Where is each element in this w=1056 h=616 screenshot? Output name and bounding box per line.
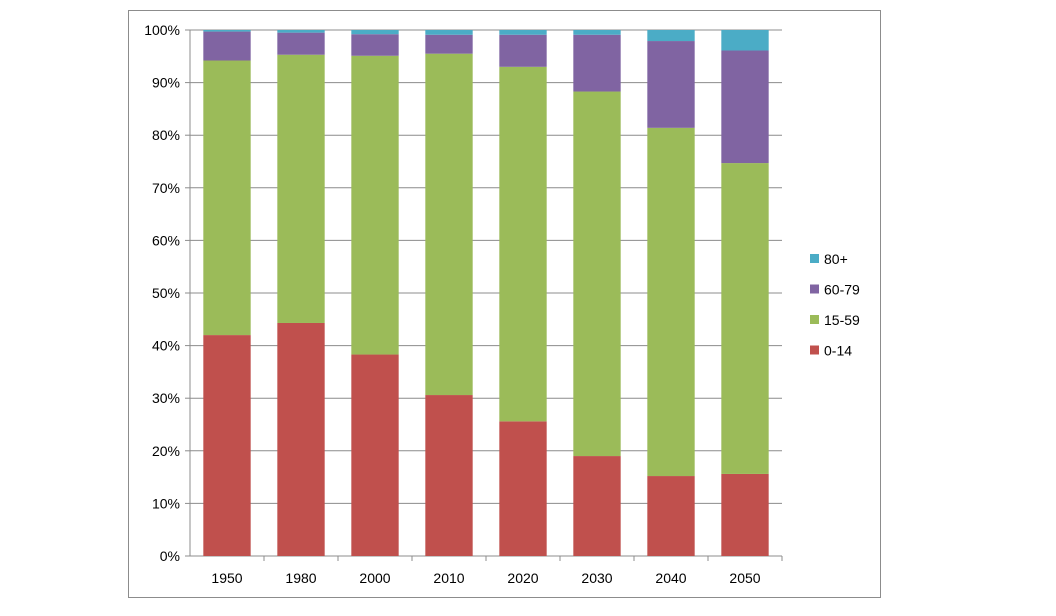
x-tick-label: 2020 <box>507 570 538 586</box>
x-tick-label: 2050 <box>729 570 760 586</box>
x-tick-label: 2030 <box>581 570 612 586</box>
bar-0-14-2000 <box>351 354 399 556</box>
bar-0-14-2020 <box>499 421 547 556</box>
bar-80+-2030 <box>573 30 621 35</box>
bar-15-59-1980 <box>277 54 325 323</box>
legend-label-60-79: 60-79 <box>824 282 860 298</box>
bar-0-14-2010 <box>425 395 473 556</box>
bar-0-14-2040 <box>647 476 695 556</box>
bar-80+-2020 <box>499 30 547 35</box>
legend-swatch-80+ <box>810 254 819 263</box>
y-tick-label: 30% <box>152 390 180 406</box>
y-tick-label: 0% <box>160 548 180 564</box>
x-tick-label: 2000 <box>359 570 390 586</box>
x-tick-label: 1980 <box>285 570 316 586</box>
bar-15-59-2000 <box>351 55 399 355</box>
bar-15-59-2030 <box>573 91 621 457</box>
bar-60-79-2020 <box>499 34 547 67</box>
y-tick-label: 20% <box>152 443 180 459</box>
bar-80+-2040 <box>647 30 695 42</box>
bar-0-14-1980 <box>277 322 325 556</box>
bar-60-79-2040 <box>647 41 695 128</box>
bar-15-59-2020 <box>499 66 547 422</box>
y-tick-label: 10% <box>152 495 180 511</box>
x-tick-label: 1950 <box>211 570 242 586</box>
bar-15-59-2010 <box>425 53 473 396</box>
bar-80+-2010 <box>425 30 473 35</box>
legend-label-80+: 80+ <box>824 251 848 267</box>
y-tick-label: 40% <box>152 338 180 354</box>
bar-0-14-1950 <box>203 335 251 556</box>
bar-15-59-2040 <box>647 127 695 477</box>
bar-80+-2050 <box>721 30 769 51</box>
bar-60-79-1950 <box>203 31 251 61</box>
bar-60-79-2010 <box>425 34 473 54</box>
legend-swatch-60-79 <box>810 284 819 294</box>
y-tick-label: 100% <box>144 22 180 38</box>
bar-60-79-2030 <box>573 34 621 92</box>
bar-15-59-1950 <box>203 60 251 336</box>
y-tick-label: 90% <box>152 75 180 91</box>
bar-60-79-1980 <box>277 32 325 55</box>
bar-0-14-2030 <box>573 456 621 556</box>
x-tick-label: 2040 <box>655 570 686 586</box>
legend-label-15-59: 15-59 <box>824 312 860 328</box>
bar-0-14-2050 <box>721 473 769 556</box>
bar-80+-2000 <box>351 30 399 35</box>
y-tick-label: 60% <box>152 232 180 248</box>
bar-80+-1980 <box>277 30 325 33</box>
bar-80+-1950 <box>203 30 251 32</box>
y-tick-label: 50% <box>152 285 180 301</box>
x-tick-label: 2010 <box>433 570 464 586</box>
y-tick-label: 70% <box>152 180 180 196</box>
y-tick-label: 80% <box>152 127 180 143</box>
bar-60-79-2000 <box>351 34 399 56</box>
bar-60-79-2050 <box>721 50 769 164</box>
legend-label-0-14: 0-14 <box>824 343 852 359</box>
legend-swatch-0-14 <box>810 345 819 355</box>
bar-15-59-2050 <box>721 163 769 474</box>
legend-swatch-15-59 <box>810 315 819 324</box>
